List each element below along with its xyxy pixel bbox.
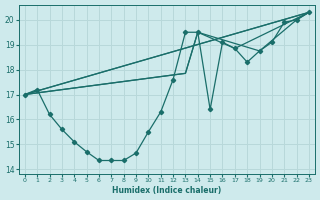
X-axis label: Humidex (Indice chaleur): Humidex (Indice chaleur) <box>112 186 221 195</box>
